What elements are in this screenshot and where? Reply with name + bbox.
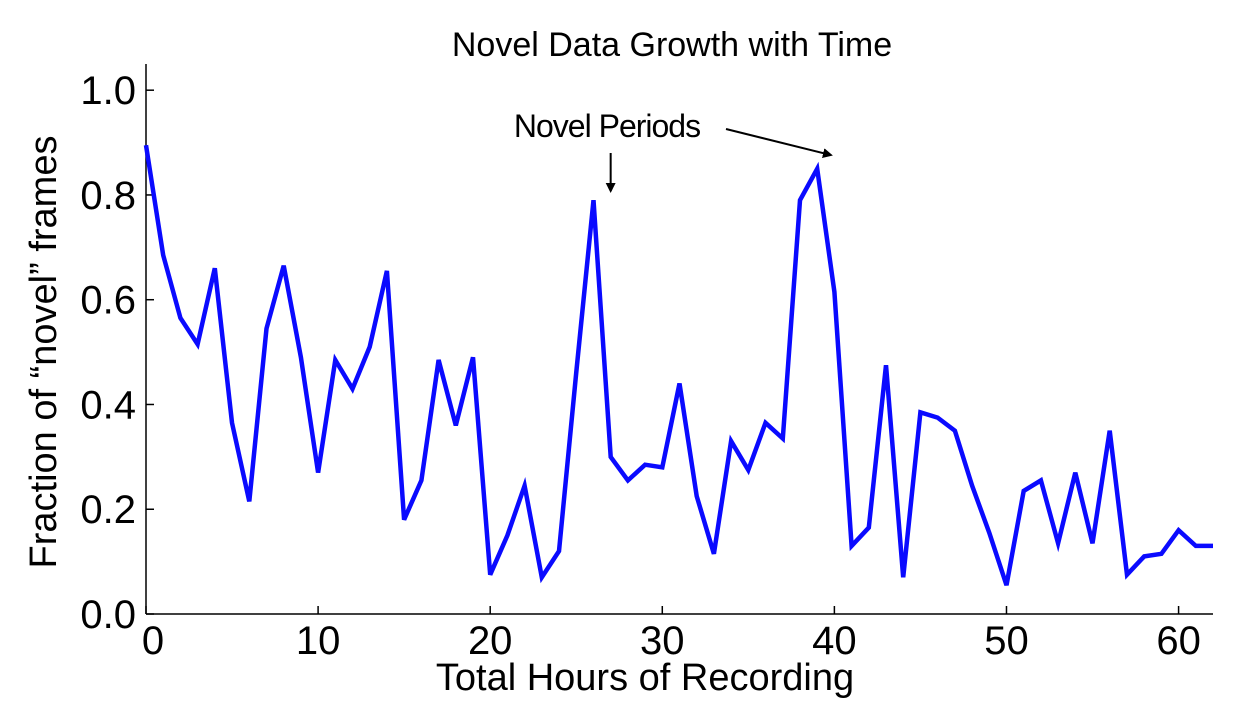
y-tick-label: 0.6 bbox=[80, 279, 136, 323]
annotation-arrow-2 bbox=[725, 128, 833, 158]
x-tick-label: 30 bbox=[640, 619, 685, 663]
annotations: Novel Periods bbox=[514, 108, 833, 193]
y-tick-label: 0.0 bbox=[80, 593, 136, 637]
chart-title: Novel Data Growth with Time bbox=[452, 26, 892, 64]
tick-marks: 0 10 20 30 40 50 60 0.0 0.2 0.4 0.6 0.8 1.0 bbox=[80, 69, 1200, 663]
x-tick-label: 40 bbox=[812, 619, 857, 663]
y-tick-label: 1.0 bbox=[80, 69, 136, 113]
x-tick-label: 50 bbox=[984, 619, 1029, 663]
y-axis-label: Fraction of “novel” frames bbox=[23, 136, 65, 569]
x-tick-label: 0 bbox=[142, 619, 164, 663]
y-tick-label: 0.8 bbox=[80, 174, 136, 218]
y-tick-label: 0.2 bbox=[80, 488, 136, 532]
x-axis-label: Total Hours of Recording bbox=[436, 657, 854, 699]
x-tick-label: 20 bbox=[468, 619, 513, 663]
x-tick-label: 60 bbox=[1156, 619, 1201, 663]
series-polyline bbox=[143, 144, 1213, 586]
series-line bbox=[143, 144, 1213, 586]
x-tick-label: 10 bbox=[296, 619, 341, 663]
y-tick-label: 0.4 bbox=[80, 383, 136, 427]
annotation-text: Novel Periods bbox=[514, 108, 700, 144]
